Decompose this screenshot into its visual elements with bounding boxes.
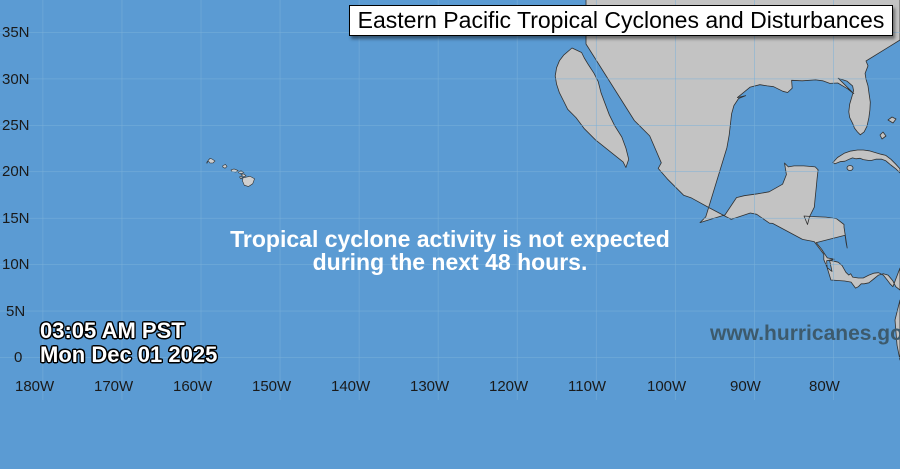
svg-text:90W: 90W: [730, 378, 762, 395]
svg-text:140W: 140W: [331, 378, 371, 395]
svg-text:100W: 100W: [647, 378, 687, 395]
svg-text:0: 0: [14, 349, 22, 366]
svg-text:180W: 180W: [15, 378, 55, 395]
svg-text:20N: 20N: [2, 163, 30, 180]
svg-text:25N: 25N: [2, 117, 30, 134]
svg-text:160W: 160W: [173, 378, 213, 395]
svg-text:130W: 130W: [410, 378, 450, 395]
svg-text:15N: 15N: [2, 210, 30, 227]
svg-text:35N: 35N: [2, 24, 30, 41]
svg-text:5N: 5N: [6, 303, 25, 320]
svg-text:120W: 120W: [489, 378, 529, 395]
svg-text:110W: 110W: [568, 378, 607, 395]
svg-text:170W: 170W: [94, 378, 134, 395]
svg-text:150W: 150W: [252, 378, 292, 395]
svg-text:30N: 30N: [2, 71, 30, 88]
svg-text:80W: 80W: [809, 378, 841, 395]
